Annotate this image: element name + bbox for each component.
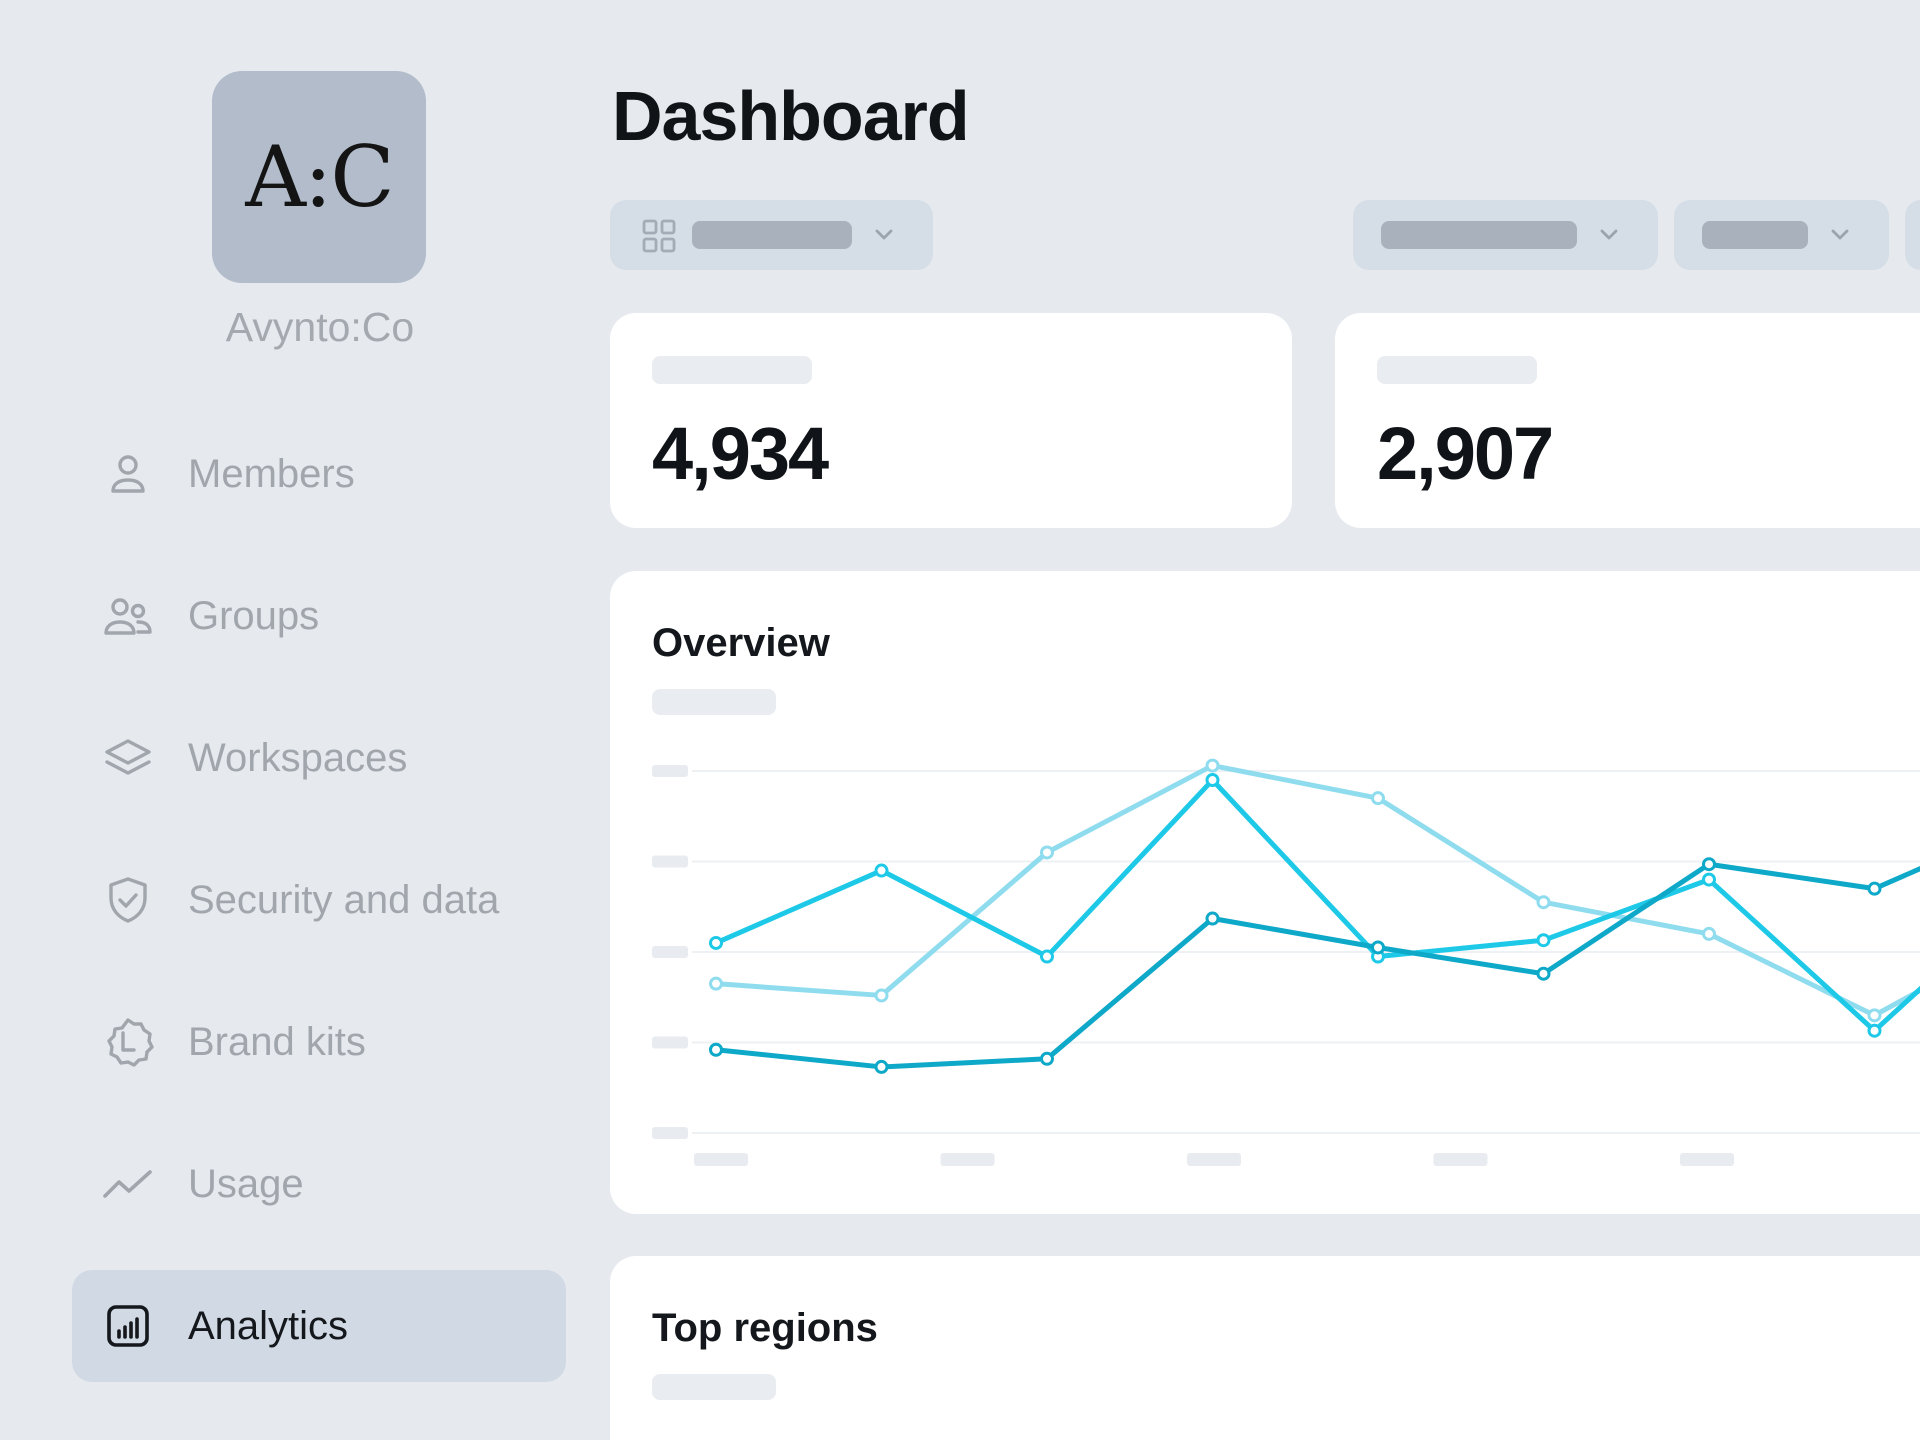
chevron-down-icon [1598,223,1620,250]
overview-subtitle-placeholder [652,689,776,715]
y-tick-label-placeholder [652,1127,688,1139]
people-icon [102,590,154,642]
stat-label-placeholder [1377,356,1537,384]
sidebar-item-security[interactable]: Security and data [72,844,566,956]
sidebar-item-label: Groups [188,593,320,638]
person-icon [102,448,154,500]
series-1-point [874,988,889,1003]
series-3-point [1536,966,1551,981]
series-1-point [1702,926,1716,941]
series-3-point [1371,940,1385,955]
sidebar-item-analytics[interactable]: Analytics [72,1270,566,1382]
top-regions-card: Top regions [610,1256,1920,1440]
trend-line-icon [102,1158,154,1210]
series-1-point [1536,895,1551,910]
date-range-dropdown[interactable] [1353,200,1658,270]
series-2-point [1205,773,1220,788]
series-line-2 [713,777,1920,1034]
y-tick-label-placeholder [652,946,688,958]
series-3-point [874,1059,889,1074]
sidebar-item-brand-kits[interactable]: Brand kits [72,986,566,1098]
sidebar-item-usage[interactable]: Usage [72,1128,566,1240]
y-tick-label-placeholder [652,1036,688,1049]
layers-icon [102,732,154,784]
series-3-point [1205,911,1220,926]
series-1-point [709,976,723,991]
series-1-point [1867,1008,1882,1023]
series-1-point [1040,845,1054,860]
brand-badge-icon [102,1016,154,1068]
sidebar-item-groups[interactable]: Groups [72,560,566,672]
x-tick-label-placeholder [1680,1153,1734,1166]
series-2-point [709,935,723,950]
sidebar: A:C Avynto:Co Members Groups [0,0,600,1440]
org-name: Avynto:Co [225,304,415,350]
org-logo[interactable]: A:C [212,71,426,283]
chevron-down-icon [873,223,895,250]
sidebar-item-label: Security and data [188,877,500,922]
grid-icon [642,219,676,258]
overview-card: Overview [610,571,1920,1214]
series-1-point [1371,791,1385,806]
chevron-down-icon [1829,223,1851,250]
sidebar-item-label: Analytics [188,1303,349,1348]
series-2-point [1536,933,1551,948]
view-filter-value [692,221,852,249]
stat-value: 4,934 [652,412,829,495]
overview-line-chart [652,758,1920,1166]
sidebar-item-members[interactable]: Members [72,418,566,530]
series-2-point [1702,872,1716,887]
top-regions-title: Top regions [652,1306,878,1350]
x-tick-label-placeholder [694,1153,748,1166]
org-logo-mark: A:C [245,128,394,226]
stat-card: 2,907 [1335,313,1920,528]
stat-value: 2,907 [1377,412,1554,495]
series-3-point [1040,1051,1054,1066]
shield-check-icon [102,874,154,926]
view-filter-dropdown[interactable] [610,200,933,270]
x-tick-label-placeholder [1433,1153,1488,1166]
more-filters-button[interactable] [1905,200,1920,270]
date-range-value [1381,221,1577,249]
y-tick-label-placeholder [652,855,688,868]
series-2-point [1040,949,1054,964]
series-3-point [1702,857,1716,872]
y-tick-label-placeholder [652,765,688,777]
series-3-point [709,1042,723,1057]
sidebar-item-label: Members [188,451,355,496]
sidebar-item-label: Workspaces [188,735,408,780]
bar-chart-icon [102,1300,154,1352]
overview-title: Overview [652,621,830,665]
segment-dropdown[interactable] [1674,200,1889,270]
sidebar-item-workspaces[interactable]: Workspaces [72,702,566,814]
x-tick-label-placeholder [940,1153,995,1166]
page-title: Dashboard [612,77,970,155]
series-2-point [1867,1023,1882,1038]
series-3-point [1867,881,1882,896]
x-tick-label-placeholder [1187,1153,1241,1166]
series-2-point [874,863,889,878]
stat-card: 4,934 [610,313,1292,528]
top-regions-subtitle-placeholder [652,1374,776,1400]
sidebar-item-label: Usage [188,1161,304,1206]
sidebar-item-label: Brand kits [188,1019,366,1064]
stat-label-placeholder [652,356,812,384]
series-1-point [1205,758,1220,773]
series-line-3 [713,861,1920,1070]
segment-value [1702,221,1808,249]
